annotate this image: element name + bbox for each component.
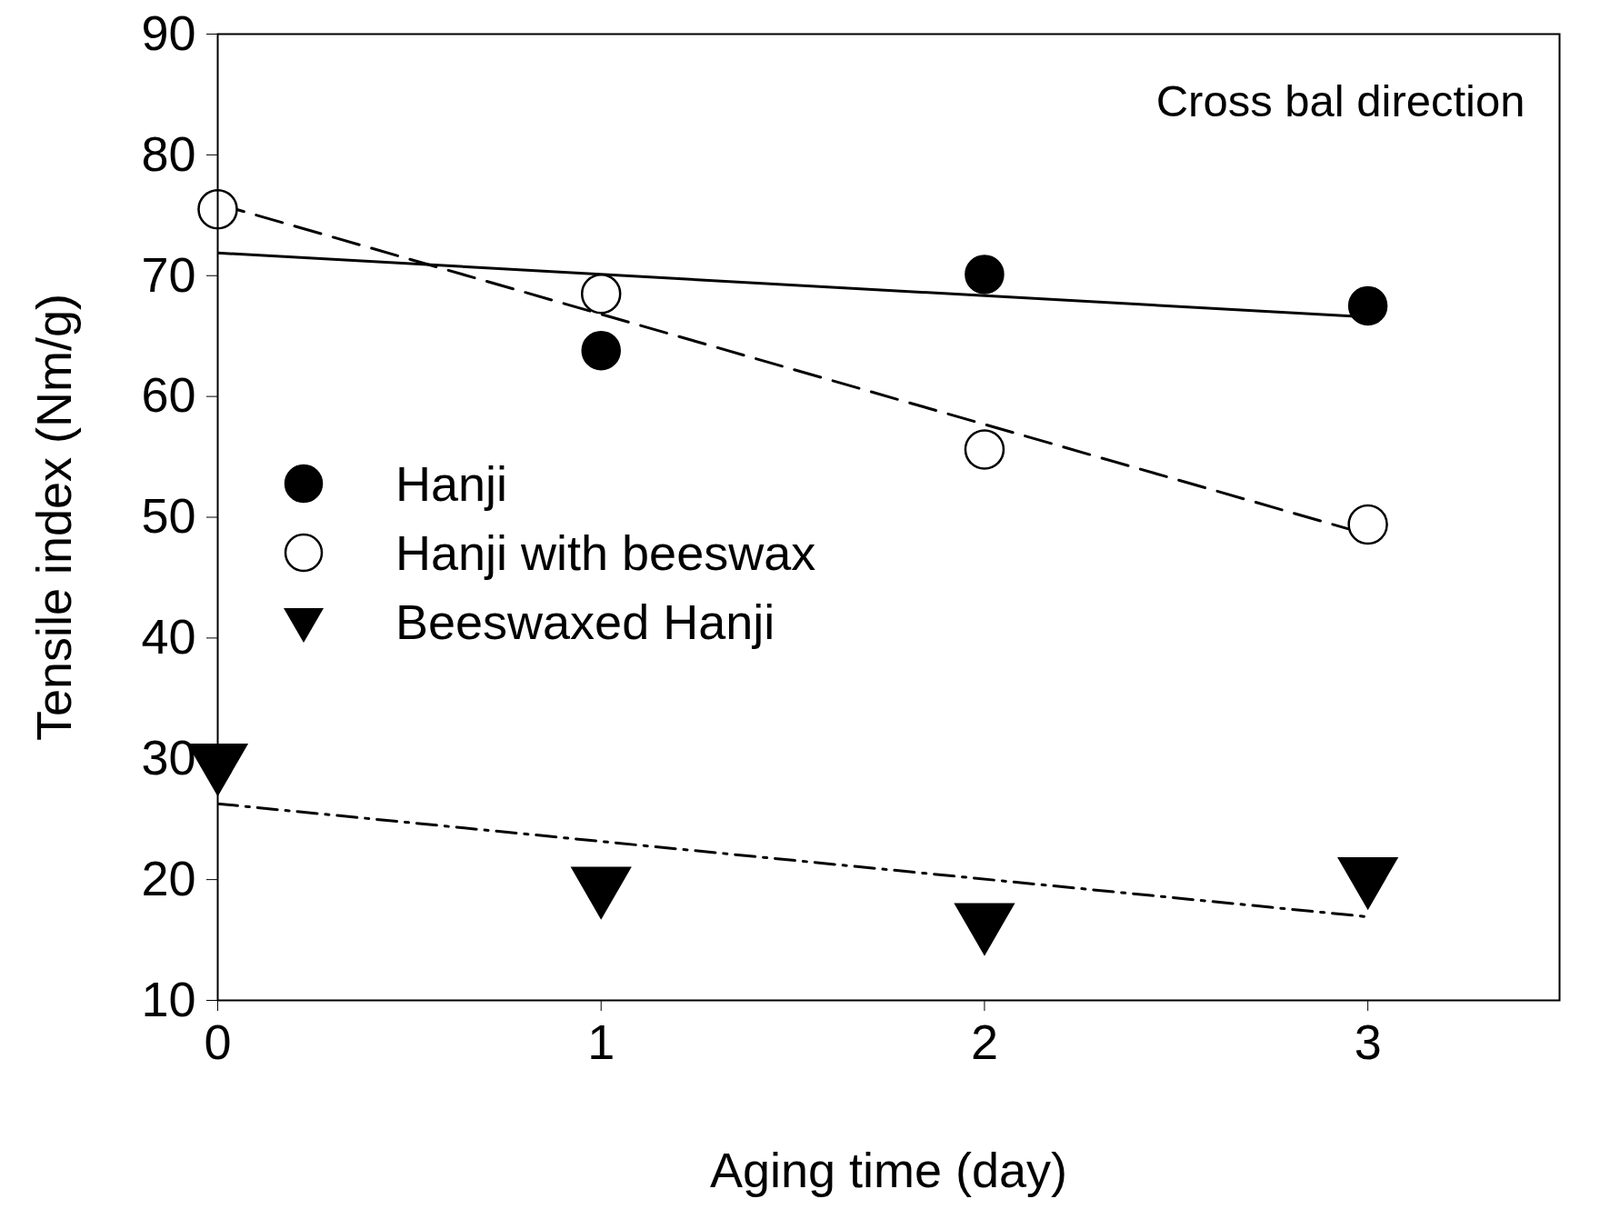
svg-text:30: 30: [140, 730, 196, 785]
svg-text:Cross bal direction: Cross bal direction: [1156, 76, 1526, 126]
svg-text:80: 80: [140, 126, 196, 181]
svg-text:70: 70: [140, 247, 196, 302]
svg-text:20: 20: [140, 850, 196, 906]
svg-text:50: 50: [140, 488, 196, 543]
svg-text:60: 60: [140, 367, 196, 422]
svg-text:2: 2: [970, 1014, 999, 1070]
svg-text:1: 1: [587, 1014, 615, 1070]
svg-text:40: 40: [140, 609, 196, 664]
html-text:Beeswaxed Hanji: Beeswaxed Hanji: [395, 594, 775, 650]
svg-text:3: 3: [1354, 1014, 1382, 1070]
html-text:Hanji with beeswax: Hanji with beeswax: [395, 525, 816, 581]
html-text:Hanji: Hanji: [395, 456, 508, 511]
svg-text:Tensile index (Nm/g): Tensile index (Nm/g): [26, 293, 81, 741]
svg-text:10: 10: [140, 971, 196, 1027]
svg-text:90: 90: [140, 5, 196, 60]
svg-text:Aging time (day): Aging time (day): [710, 1142, 1068, 1198]
svg-text:0: 0: [203, 1014, 231, 1070]
